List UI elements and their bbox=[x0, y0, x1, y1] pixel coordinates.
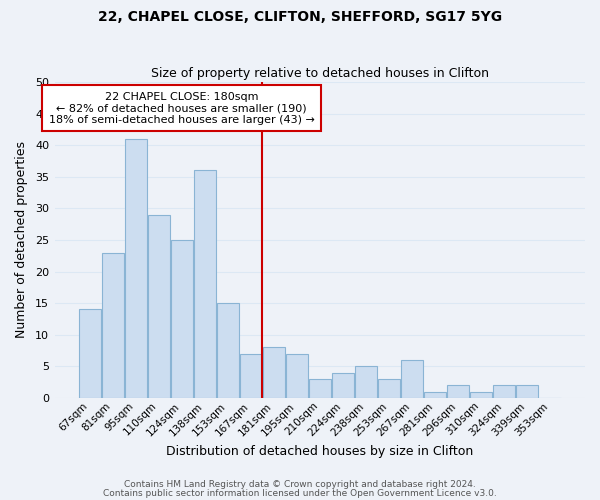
Bar bbox=[79, 310, 101, 398]
Bar bbox=[332, 372, 354, 398]
Text: 22, CHAPEL CLOSE, CLIFTON, SHEFFORD, SG17 5YG: 22, CHAPEL CLOSE, CLIFTON, SHEFFORD, SG1… bbox=[98, 10, 502, 24]
Bar bbox=[286, 354, 308, 398]
Text: 22 CHAPEL CLOSE: 180sqm
← 82% of detached houses are smaller (190)
18% of semi-d: 22 CHAPEL CLOSE: 180sqm ← 82% of detache… bbox=[49, 92, 314, 124]
Title: Size of property relative to detached houses in Clifton: Size of property relative to detached ho… bbox=[151, 66, 489, 80]
Y-axis label: Number of detached properties: Number of detached properties bbox=[15, 142, 28, 338]
Bar bbox=[125, 139, 146, 398]
Bar bbox=[401, 360, 423, 398]
Bar bbox=[378, 379, 400, 398]
Bar bbox=[194, 170, 215, 398]
Bar bbox=[309, 379, 331, 398]
Bar bbox=[516, 386, 538, 398]
X-axis label: Distribution of detached houses by size in Clifton: Distribution of detached houses by size … bbox=[166, 444, 473, 458]
Bar bbox=[355, 366, 377, 398]
Text: Contains public sector information licensed under the Open Government Licence v3: Contains public sector information licen… bbox=[103, 490, 497, 498]
Bar bbox=[240, 354, 262, 398]
Bar bbox=[424, 392, 446, 398]
Text: Contains HM Land Registry data © Crown copyright and database right 2024.: Contains HM Land Registry data © Crown c… bbox=[124, 480, 476, 489]
Bar bbox=[493, 386, 515, 398]
Bar bbox=[470, 392, 492, 398]
Bar bbox=[447, 386, 469, 398]
Bar bbox=[102, 252, 124, 398]
Bar bbox=[171, 240, 193, 398]
Bar bbox=[217, 303, 239, 398]
Bar bbox=[148, 214, 170, 398]
Bar bbox=[263, 348, 285, 398]
